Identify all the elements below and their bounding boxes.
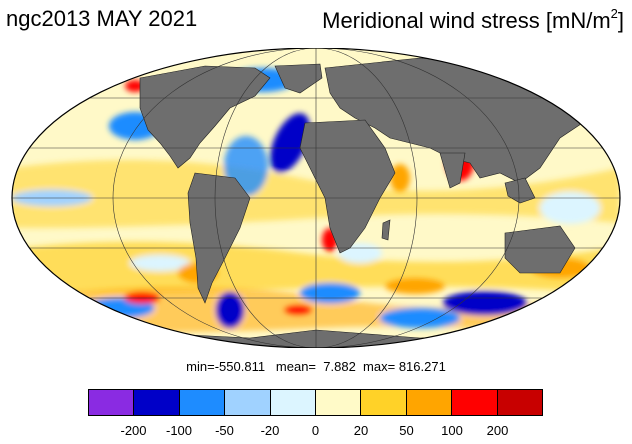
color-legend-tick-label: 50 xyxy=(399,423,414,438)
variable-title-main: Meridional wind stress [mN/m xyxy=(322,8,611,33)
variable-title: Meridional wind stress [mN/m2] xyxy=(322,6,624,34)
max-label: max= xyxy=(363,359,396,374)
india xyxy=(439,152,466,189)
north-america xyxy=(139,65,271,169)
max-value: 816.271 xyxy=(398,359,446,374)
wind-stress-field xyxy=(12,68,620,333)
color-swatch-3 xyxy=(225,390,271,415)
world-map xyxy=(0,47,632,349)
antarctica xyxy=(59,329,601,348)
min-value: -550.811 xyxy=(214,359,266,374)
color-swatch-7 xyxy=(406,390,453,415)
south-america xyxy=(187,172,251,304)
color-legend-tick-label: 0 xyxy=(311,423,320,438)
color-swatch-6 xyxy=(361,390,407,415)
color-legend-tick-label: 20 xyxy=(353,423,369,438)
color-swatch-5 xyxy=(316,390,362,415)
map-title: ngc2013 MAY 2021 xyxy=(6,6,198,31)
color-swatch-4 xyxy=(270,390,317,415)
greenland xyxy=(274,63,323,94)
color-legend-labels: -200 -100 -50 -20 0 20 50 100 200 xyxy=(88,423,543,441)
color-legend-tick-label: -200 xyxy=(120,423,147,438)
color-swatch-8 xyxy=(452,390,498,415)
mean-value: 7.882 xyxy=(323,359,356,374)
color-swatch-0 xyxy=(89,390,135,415)
variable-title-exponent: 2 xyxy=(610,6,618,21)
color-swatch-2 xyxy=(179,390,226,415)
statistics-line: min=-550.811 mean= 7.882 max= 816.271 xyxy=(0,359,632,374)
southeast-asia xyxy=(504,177,536,204)
color-swatch-9 xyxy=(497,390,543,415)
australia xyxy=(504,225,576,274)
graticule xyxy=(12,48,620,348)
color-legend-tick-label: -100 xyxy=(165,423,193,438)
min-label: min= xyxy=(186,359,215,374)
color-legend-tick-label: 100 xyxy=(441,423,463,438)
variable-title-end: ] xyxy=(617,8,624,33)
mollweide-map-svg xyxy=(11,47,621,349)
color-swatch-1 xyxy=(134,390,180,415)
color-legend-tick-label: -50 xyxy=(215,423,234,438)
color-legend xyxy=(88,389,543,416)
color-legend-tick-label: -20 xyxy=(260,423,280,438)
mean-label: mean= xyxy=(275,359,317,374)
color-legend-tick-label: 200 xyxy=(486,423,509,438)
madagascar xyxy=(381,219,391,241)
